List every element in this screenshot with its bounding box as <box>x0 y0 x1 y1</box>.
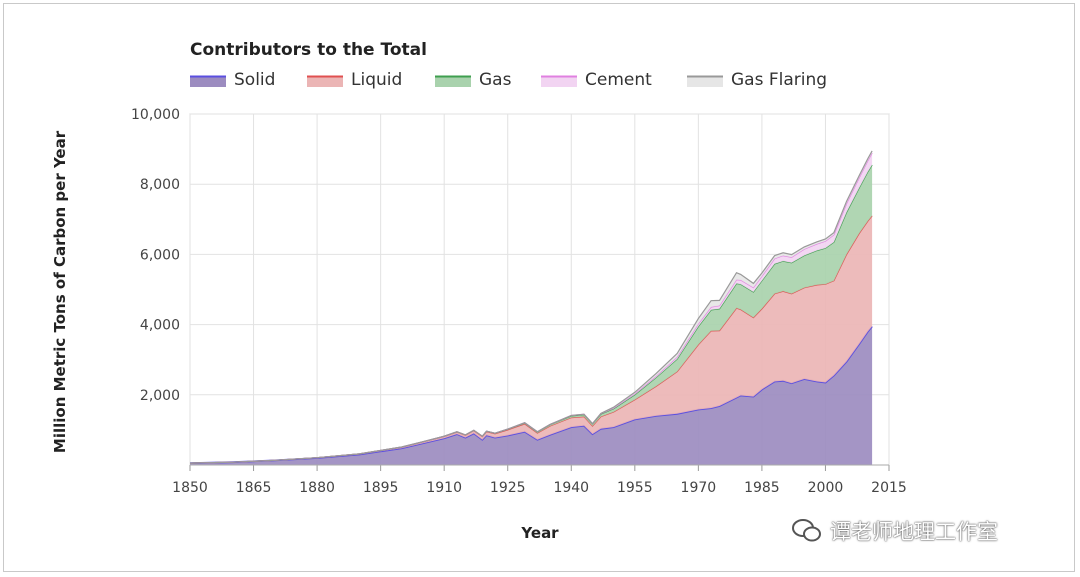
legend-item-gas: Gas <box>435 70 512 90</box>
y-tick-label: 6,000 <box>140 247 180 263</box>
line-gas-flaring <box>189 150 873 464</box>
x-tick-label: 2000 <box>808 480 844 496</box>
legend-swatch <box>435 76 471 87</box>
x-tick-label: 1850 <box>172 480 208 496</box>
chart-frame: 1850 1865 1880 1895 1910 1925 1940 1955 1970 1985… <box>3 3 1075 572</box>
x-tick-label: 1955 <box>617 480 653 496</box>
legend-item-solid: Solid <box>190 70 275 90</box>
legend-label: Cement <box>585 70 652 90</box>
x-tick-label: 1985 <box>744 480 780 496</box>
wechat-icon <box>792 519 821 542</box>
x-tick-label: 1970 <box>681 480 717 496</box>
legend-label: Liquid <box>351 70 402 90</box>
x-tick-label: 1940 <box>553 480 589 496</box>
stacked-areas <box>189 150 873 465</box>
x-tick-label: 1910 <box>426 480 462 496</box>
x-axis-title: Year <box>520 524 559 542</box>
legend-title: Contributors to the Total <box>190 40 427 60</box>
area-chart: 1850 1865 1880 1895 1910 1925 1940 1955 1970 1985… <box>51 40 907 542</box>
y-axis-title: Million Metric Tons of Carbon per Year <box>51 130 69 453</box>
axes: 1850 1865 1880 1895 1910 1925 1940 1955 1970 1985… <box>131 107 907 496</box>
x-tick-label: 1895 <box>363 480 399 496</box>
legend-item-gas-flaring: Gas Flaring <box>687 70 827 90</box>
legend-swatch <box>190 76 226 87</box>
watermark-text: 谭老师地理工作室 <box>830 520 998 544</box>
legend-swatch <box>541 76 577 87</box>
legend-label: Gas <box>479 70 512 90</box>
area-solid <box>190 326 873 465</box>
legend-item-cement: Cement <box>541 70 652 90</box>
y-tick-label: 8,000 <box>140 177 180 193</box>
watermark: 谭老师地理工作室 <box>792 516 998 546</box>
x-tick-label: 1925 <box>490 480 526 496</box>
x-tick-label: 2015 <box>871 480 907 496</box>
x-tick-label: 1880 <box>299 480 335 496</box>
area-liquid <box>190 215 873 464</box>
legend-label: Solid <box>234 70 275 90</box>
y-tick-label: 10,000 <box>131 107 180 123</box>
y-tick-label: 4,000 <box>140 318 180 334</box>
legend: Contributors to the Total Solid Liquid Gas… <box>190 40 827 90</box>
legend-item-liquid: Liquid <box>307 70 402 90</box>
legend-label: Gas Flaring <box>731 70 827 90</box>
legend-swatch <box>687 76 723 87</box>
y-tick-label: 2,000 <box>140 388 180 404</box>
x-tick-label: 1865 <box>236 480 272 496</box>
legend-swatch <box>307 76 343 87</box>
line-solid <box>189 325 873 464</box>
